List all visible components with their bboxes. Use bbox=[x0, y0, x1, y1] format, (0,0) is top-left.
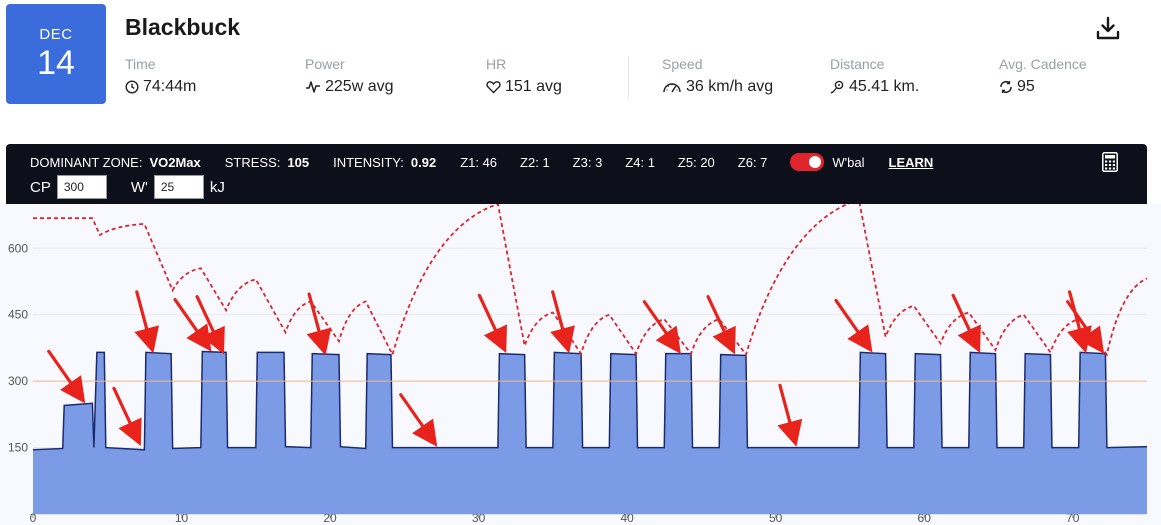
stat-power: Power 225w avg bbox=[305, 56, 394, 96]
download-icon[interactable] bbox=[1094, 14, 1122, 42]
zone-z3: Z3: 3 bbox=[572, 154, 603, 170]
power-chart[interactable]: 150 300 450 600 0 10 20 30 40 50 60 70 bbox=[0, 198, 1161, 525]
stat-time-value: 74:44m bbox=[143, 78, 197, 95]
x-tick-label: 70 bbox=[1066, 511, 1080, 525]
intensity-value: 0.92 bbox=[410, 154, 437, 170]
annotation-arrow bbox=[834, 298, 873, 353]
heart-icon bbox=[486, 81, 501, 94]
zone-z4: Z4: 1 bbox=[625, 154, 655, 170]
y-tick-label: 150 bbox=[8, 441, 28, 455]
annotation-arrow bbox=[951, 293, 981, 354]
stat-distance-label: Distance bbox=[830, 56, 885, 72]
annotation-arrow bbox=[399, 393, 438, 447]
annotation-arrow bbox=[195, 295, 225, 355]
annotation-arrow bbox=[777, 383, 803, 447]
annotation-arrow bbox=[642, 300, 681, 354]
x-tick-label: 50 bbox=[769, 511, 783, 525]
annotation-arrow bbox=[306, 292, 332, 356]
analysis-bar: DOMINANT ZONE: VO2Max STRESS: 105 INTENS… bbox=[6, 144, 1147, 204]
date-month: DEC bbox=[39, 26, 73, 43]
stat-hr-label: HR bbox=[486, 56, 507, 72]
learn-link[interactable]: LEARN bbox=[888, 154, 934, 170]
wbal-line bbox=[33, 198, 1148, 358]
intensity-label: INTENSITY: bbox=[333, 154, 404, 170]
clock-icon bbox=[125, 80, 139, 94]
annotation-arrow bbox=[112, 386, 142, 447]
activity-title: Blackbuck bbox=[125, 14, 241, 40]
calculator-icon[interactable] bbox=[1102, 152, 1118, 172]
y-tick-label: 300 bbox=[8, 374, 28, 388]
zone-z1: Z1: 46 bbox=[460, 154, 498, 170]
stat-speed: Speed 36 km/h avg bbox=[662, 56, 773, 96]
x-tick-label: 10 bbox=[175, 511, 189, 525]
stat-time: Time 74:44m bbox=[125, 56, 196, 96]
stat-speed-value: 36 km/h avg bbox=[686, 78, 774, 95]
stat-cadence: Avg. Cadence 95 bbox=[999, 56, 1087, 96]
zone-z6: Z6: 7 bbox=[737, 154, 768, 170]
zone-z2: Z2: 1 bbox=[520, 154, 550, 170]
date-tile: DEC 14 bbox=[6, 4, 106, 104]
power-area bbox=[33, 351, 1147, 514]
annotation-arrow bbox=[550, 290, 575, 354]
stat-distance: Distance 45.41 km. bbox=[830, 56, 919, 96]
stat-cadence-value: 95 bbox=[1017, 78, 1035, 95]
w-prime-unit: kJ bbox=[209, 178, 225, 196]
x-tick-label: 0 bbox=[30, 511, 37, 525]
pulse-icon bbox=[306, 81, 320, 93]
stat-cadence-label: Avg. Cadence bbox=[999, 56, 1087, 72]
stat-hr: HR 151 avg bbox=[486, 56, 562, 96]
zone-z5: Z5: 20 bbox=[677, 154, 715, 170]
stat-power-value: 225w avg bbox=[325, 78, 394, 95]
stat-power-label: Power bbox=[305, 56, 345, 72]
annotation-arrow bbox=[173, 297, 212, 352]
stat-hr-value: 151 avg bbox=[505, 78, 562, 95]
annotation-arrow bbox=[134, 290, 160, 354]
power-chart-svg: 150 300 450 600 0 10 20 30 40 50 60 70 bbox=[0, 198, 1161, 525]
stress-value: 105 bbox=[287, 154, 310, 170]
y-tick-label: 600 bbox=[8, 241, 28, 255]
stat-distance-value: 45.41 km. bbox=[849, 78, 920, 95]
stats-row: Time 74:44m Power 225w avg HR 151 avg Sp… bbox=[0, 56, 1161, 100]
date-day: 14 bbox=[37, 44, 75, 82]
stress-label: STRESS: bbox=[224, 154, 281, 170]
x-tick-label: 20 bbox=[323, 511, 337, 525]
annotation-arrow bbox=[477, 293, 507, 354]
speedometer-icon bbox=[663, 83, 681, 93]
stat-speed-label: Speed bbox=[662, 56, 703, 72]
cp-label: CP bbox=[30, 178, 51, 196]
w-prime-input[interactable] bbox=[153, 175, 204, 199]
dominant-zone-label: DOMINANT ZONE: bbox=[30, 154, 143, 170]
y-tick-label: 450 bbox=[8, 308, 28, 322]
x-tick-label: 40 bbox=[620, 511, 634, 525]
annotation-arrow bbox=[1066, 300, 1105, 354]
cadence-icon bbox=[1000, 81, 1012, 93]
location-pin-icon bbox=[830, 80, 844, 94]
annotation-arrow bbox=[47, 349, 86, 404]
x-tick-label: 30 bbox=[472, 511, 486, 525]
wbal-label: W'bal bbox=[832, 154, 865, 170]
stats-divider bbox=[628, 56, 629, 98]
wbal-toggle[interactable] bbox=[790, 153, 825, 171]
x-tick-label: 60 bbox=[918, 511, 932, 525]
annotation-arrow bbox=[706, 295, 736, 355]
dominant-zone-value: VO2Max bbox=[149, 154, 201, 170]
stat-time-label: Time bbox=[125, 56, 156, 72]
cp-input[interactable] bbox=[56, 175, 107, 199]
w-prime-label: W' bbox=[130, 178, 148, 196]
